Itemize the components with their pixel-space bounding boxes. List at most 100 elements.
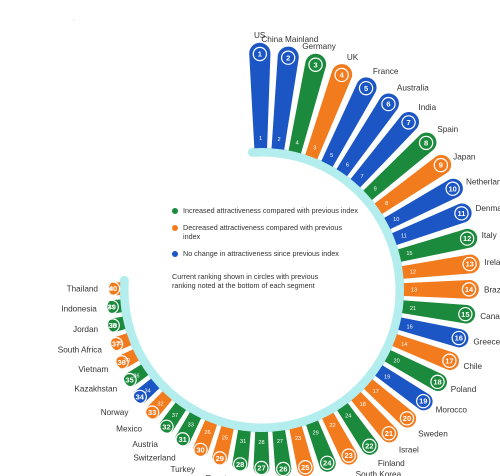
segment-bar: [306, 420, 336, 472]
current-rank-label: 40: [109, 284, 117, 293]
rank-circle: [104, 299, 119, 315]
segment-bar: [107, 299, 122, 314]
rank-circle: [144, 405, 160, 420]
segment-bar: [175, 412, 202, 446]
legend-item-decreased: Decreased attractiveness compared with p…: [172, 223, 358, 241]
current-rank-label: 25: [301, 463, 309, 472]
current-rank-label: 6: [386, 100, 390, 109]
segment-chile: 17 14 Chile: [392, 334, 483, 371]
rank-circle: [108, 336, 124, 352]
rank-circle: [114, 355, 129, 370]
country-label: Finland: [378, 459, 405, 468]
country-label: Mexico: [116, 425, 142, 434]
country-label: South Africa: [58, 345, 103, 354]
current-rank-label: 23: [345, 451, 353, 460]
legend-label-no-change: No change in attractiveness since previo…: [183, 249, 339, 258]
rank-circle: [416, 393, 431, 409]
rank-circle: [254, 460, 269, 476]
rank-circle: [232, 457, 248, 472]
segment-netherlands: 10 10 Netherlands: [384, 178, 500, 230]
segment-japan: 9 8 Japan: [374, 153, 476, 215]
rank-circle: [308, 57, 323, 72]
segment-canada: 15 21 Canada: [402, 300, 500, 324]
country-label: France: [373, 67, 399, 76]
segment-ireland: 13 12 Ireland: [401, 254, 500, 279]
country-label: Ireland: [484, 258, 500, 267]
segment-bar: [305, 64, 353, 160]
segment-bar: [398, 228, 478, 262]
segment-egypt: 29 25 Egypt: [206, 426, 234, 476]
segment-us: 1 1 US: [249, 31, 271, 149]
segment-bar: [375, 365, 433, 411]
rank-circle: [433, 157, 449, 173]
previous-rank-label: 2: [277, 137, 280, 143]
current-rank-label: 32: [162, 422, 170, 431]
segment-bar: [145, 391, 173, 419]
rank-circle: [280, 50, 296, 65]
previous-rank-label: 34: [144, 388, 150, 394]
current-rank-label: 7: [406, 118, 410, 127]
country-label: UK: [347, 53, 359, 62]
previous-rank-label: 26: [204, 430, 210, 436]
rank-circle: [442, 353, 457, 368]
legend-dot-no-change: [172, 251, 178, 257]
previous-rank-label: 35: [116, 341, 122, 347]
segment-spain: 8 9 Spain: [363, 125, 459, 201]
segment-sweden: 20 17 Sweden: [363, 379, 448, 438]
country-label: Denmark: [475, 204, 500, 213]
segment-bar: [212, 426, 234, 465]
current-rank-label: 38: [109, 321, 117, 330]
segment-portugal: 2523Portugal: [289, 426, 314, 476]
previous-rank-label: 18: [360, 402, 366, 408]
previous-rank-label: 17: [373, 389, 379, 395]
previous-rank-label: 25: [222, 436, 228, 442]
previous-rank-label: 33: [188, 422, 194, 428]
current-rank-label: 13: [465, 260, 473, 269]
legend: Increased attractiveness compared with p…: [172, 206, 358, 290]
current-rank-label: 31: [179, 435, 187, 444]
country-label: Vietnam: [78, 365, 108, 374]
previous-rank-label: 1: [259, 136, 262, 142]
previous-rank-label: 20: [394, 359, 400, 365]
segment-israel: 21 18 Israel: [351, 391, 419, 455]
current-rank-label: 30: [196, 446, 204, 455]
previous-rank-label: 4: [296, 140, 299, 146]
country-label: Chile: [463, 362, 482, 371]
current-rank-label: 35: [125, 376, 133, 385]
segment-bar: [159, 402, 187, 433]
current-rank-label: 11: [457, 209, 465, 218]
segment-bar: [289, 426, 314, 476]
previous-rank-label: 32: [157, 401, 163, 407]
current-rank-label: 18: [433, 377, 441, 386]
segment-bar: [336, 93, 399, 177]
segment-australia: 6 6 Australia: [336, 84, 429, 177]
country-label: Austria: [132, 440, 158, 449]
segment-bar: [271, 46, 299, 150]
country-label: India: [418, 103, 436, 112]
country-label: Indonesia: [61, 305, 97, 314]
rank-circle: [132, 389, 147, 405]
segment-bar: [402, 300, 476, 324]
current-rank-label: 39: [108, 303, 116, 312]
current-rank-label: 20: [403, 414, 411, 423]
rank-circle: [105, 318, 120, 333]
previous-rank-label: 7: [361, 174, 364, 180]
segment-bar: [350, 111, 419, 188]
current-rank-label: 12: [463, 234, 471, 243]
segment-bar: [253, 431, 270, 476]
rank-circle: [358, 80, 374, 96]
segment-bar: [401, 254, 480, 279]
segment-bar: [392, 203, 472, 246]
previous-rank-label: 28: [258, 440, 264, 446]
rank-circle: [298, 460, 313, 475]
country-label: Sweden: [418, 429, 448, 438]
previous-rank-label: 14: [401, 342, 407, 348]
previous-rank-label: 19: [384, 374, 390, 380]
segment-india: 7 7 India: [350, 103, 437, 188]
previous-rank-label: 3: [313, 146, 316, 152]
rank-circle: [454, 206, 469, 221]
country-label: Egypt: [206, 474, 228, 476]
current-rank-label: 37: [112, 340, 120, 349]
